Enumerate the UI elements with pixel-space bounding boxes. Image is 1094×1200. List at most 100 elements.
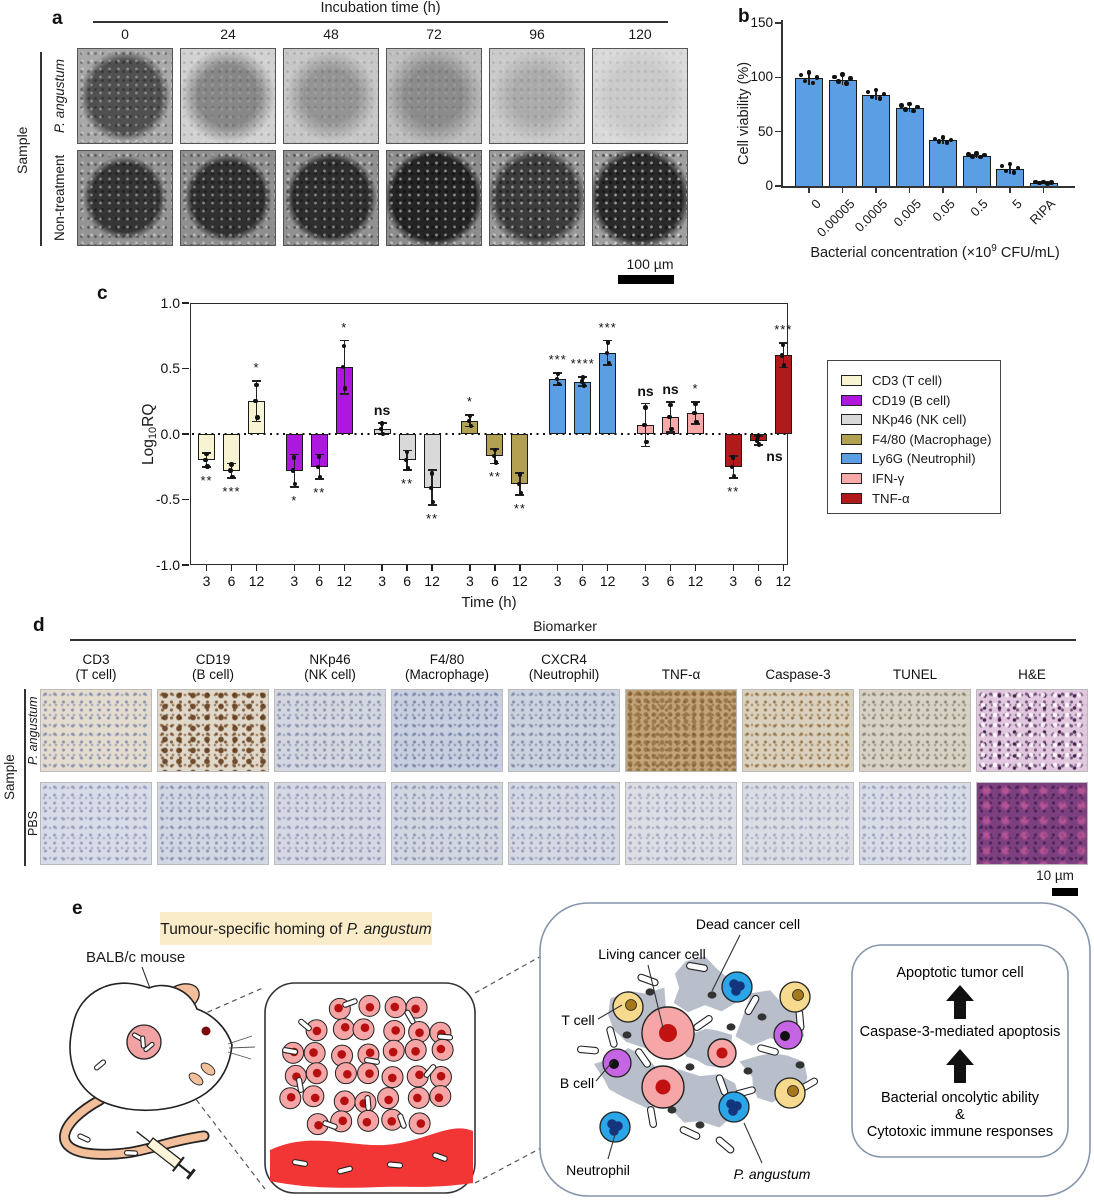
ihc-image <box>859 782 971 865</box>
b-y-tick <box>775 22 781 24</box>
c-x-tick-label: 3 <box>553 573 562 589</box>
panel-d-col-line2: (T cell) <box>75 667 117 682</box>
microscopy-image <box>180 150 276 246</box>
b-data-point <box>881 91 887 97</box>
microscopy-image <box>489 150 585 246</box>
bacterium-rod <box>386 1161 404 1169</box>
c-data-point <box>755 438 760 443</box>
b-error-bar <box>942 137 944 144</box>
c-x-tick <box>519 565 521 571</box>
c-error-cap <box>339 339 349 342</box>
panel-a-sample-line <box>40 52 42 246</box>
bacterium-rod <box>292 1159 308 1167</box>
b-bar <box>962 155 991 186</box>
dead-cancer-cell <box>645 988 655 996</box>
c-x-tick <box>431 565 433 571</box>
c-data-point <box>642 422 647 428</box>
dead-cancer-cell <box>685 1063 695 1071</box>
c-x-tick-label: 12 <box>599 573 616 589</box>
c-data-point <box>203 458 208 463</box>
c-x-tick <box>494 565 496 571</box>
panel-b-xlabel-sup: 9 <box>991 243 997 254</box>
c-data-point <box>604 350 609 355</box>
panel-a-col-label: 72 <box>426 26 442 42</box>
panel-d-col-line1: Caspase-3 <box>765 667 831 682</box>
ihc-image <box>157 782 269 865</box>
c-data-point <box>694 420 699 425</box>
b-y-axis <box>781 20 783 188</box>
panel-d-col-label: TUNEL <box>859 644 971 682</box>
c-data-point <box>229 462 234 467</box>
c-data-point <box>403 458 409 463</box>
c-data-point <box>317 454 322 459</box>
panel-d-row1-label: P. angustum <box>26 696 40 765</box>
tumor-cell-nucleus <box>340 1096 349 1106</box>
c-x-tick-label: 6 <box>403 573 411 589</box>
b-y-tick-label: 100 <box>750 69 773 85</box>
b-cell-nucleus <box>609 1059 619 1069</box>
c-data-point <box>780 353 785 358</box>
b-data-point <box>903 107 908 112</box>
panel-a-row1-label: P. angustum <box>52 58 67 134</box>
mouse-paw <box>200 1062 216 1076</box>
c-error-cap <box>252 420 261 423</box>
microscopy-image <box>386 48 482 144</box>
c-x-tick-label: 12 <box>424 573 440 589</box>
microscopy-image <box>77 150 173 246</box>
tumor-cell-nucleus <box>411 1047 420 1056</box>
legend-item: NKp46 (NK cell) <box>828 410 1000 430</box>
c-x-tick <box>606 565 609 571</box>
tumor-cell-nucleus <box>338 1116 348 1126</box>
tumor-cell-nucleus <box>312 1068 322 1078</box>
bacterium-rod <box>404 1009 416 1025</box>
c-x-tick <box>381 565 383 571</box>
c-data-point <box>606 360 611 366</box>
dead-cancer-cell <box>667 1106 677 1114</box>
b-y-tick <box>775 130 781 133</box>
b-data-point <box>966 152 971 157</box>
b-y-tick-label: 150 <box>750 15 773 30</box>
living-cancer-cell <box>707 1038 737 1068</box>
b-data-point <box>848 76 853 81</box>
e-title-box <box>160 912 432 945</box>
dead-cancer-cell <box>795 1061 805 1069</box>
tumor-cell-nucleus <box>360 1023 370 1032</box>
tumor-cell-nucleus <box>384 1095 393 1105</box>
c-x-tick-label: 12 <box>775 573 792 589</box>
up-arrow-icon <box>946 1049 974 1083</box>
panel-b-ylabel: Cell viability (%) <box>736 61 752 165</box>
b-bar <box>929 140 957 186</box>
microscopy-image <box>386 150 482 246</box>
panel-d-col-line2: (Macrophage) <box>404 667 490 682</box>
panel-d-col-line1: F4/80 <box>429 652 465 667</box>
e-title: Tumour-specific homing of P. angustum <box>160 921 431 938</box>
bacterium-rod <box>77 1133 91 1143</box>
dead-cancer-cell <box>726 1023 736 1031</box>
pathway-amp-text: & <box>955 1107 965 1123</box>
c-sig-label: **** <box>570 356 595 372</box>
b-x-tick <box>908 188 911 193</box>
c-x-tick <box>293 565 296 571</box>
panel-d-col-label: Caspase-3 <box>742 644 854 682</box>
mouse-eye <box>201 1026 211 1036</box>
c-sig-label: ** <box>513 500 526 516</box>
tumor-cell <box>305 1019 328 1042</box>
b-cell-label: B cell <box>560 1075 594 1091</box>
b-data-point <box>810 80 816 86</box>
b-data-point <box>1003 168 1009 173</box>
microscopy-image <box>592 48 688 144</box>
panel-d-col-line1: CD19 <box>195 652 231 667</box>
e-title-italic: P. angustum <box>347 921 432 938</box>
b-x-tick <box>841 188 844 193</box>
c-data-point <box>230 474 235 479</box>
panel-d-col-line1: CD3 <box>82 652 110 667</box>
panel-a-sample-label: Sample <box>14 126 30 174</box>
panel-a-scalebar-text: 100 µm <box>626 256 674 272</box>
cell-label-lines <box>595 934 763 1164</box>
c-data-point <box>556 381 561 387</box>
b-data-point <box>814 75 820 80</box>
tumor-cell <box>333 1090 356 1113</box>
bacterium-rod <box>744 994 760 1016</box>
bacterium-rod <box>322 1120 338 1130</box>
neutrophil <box>718 1091 750 1123</box>
